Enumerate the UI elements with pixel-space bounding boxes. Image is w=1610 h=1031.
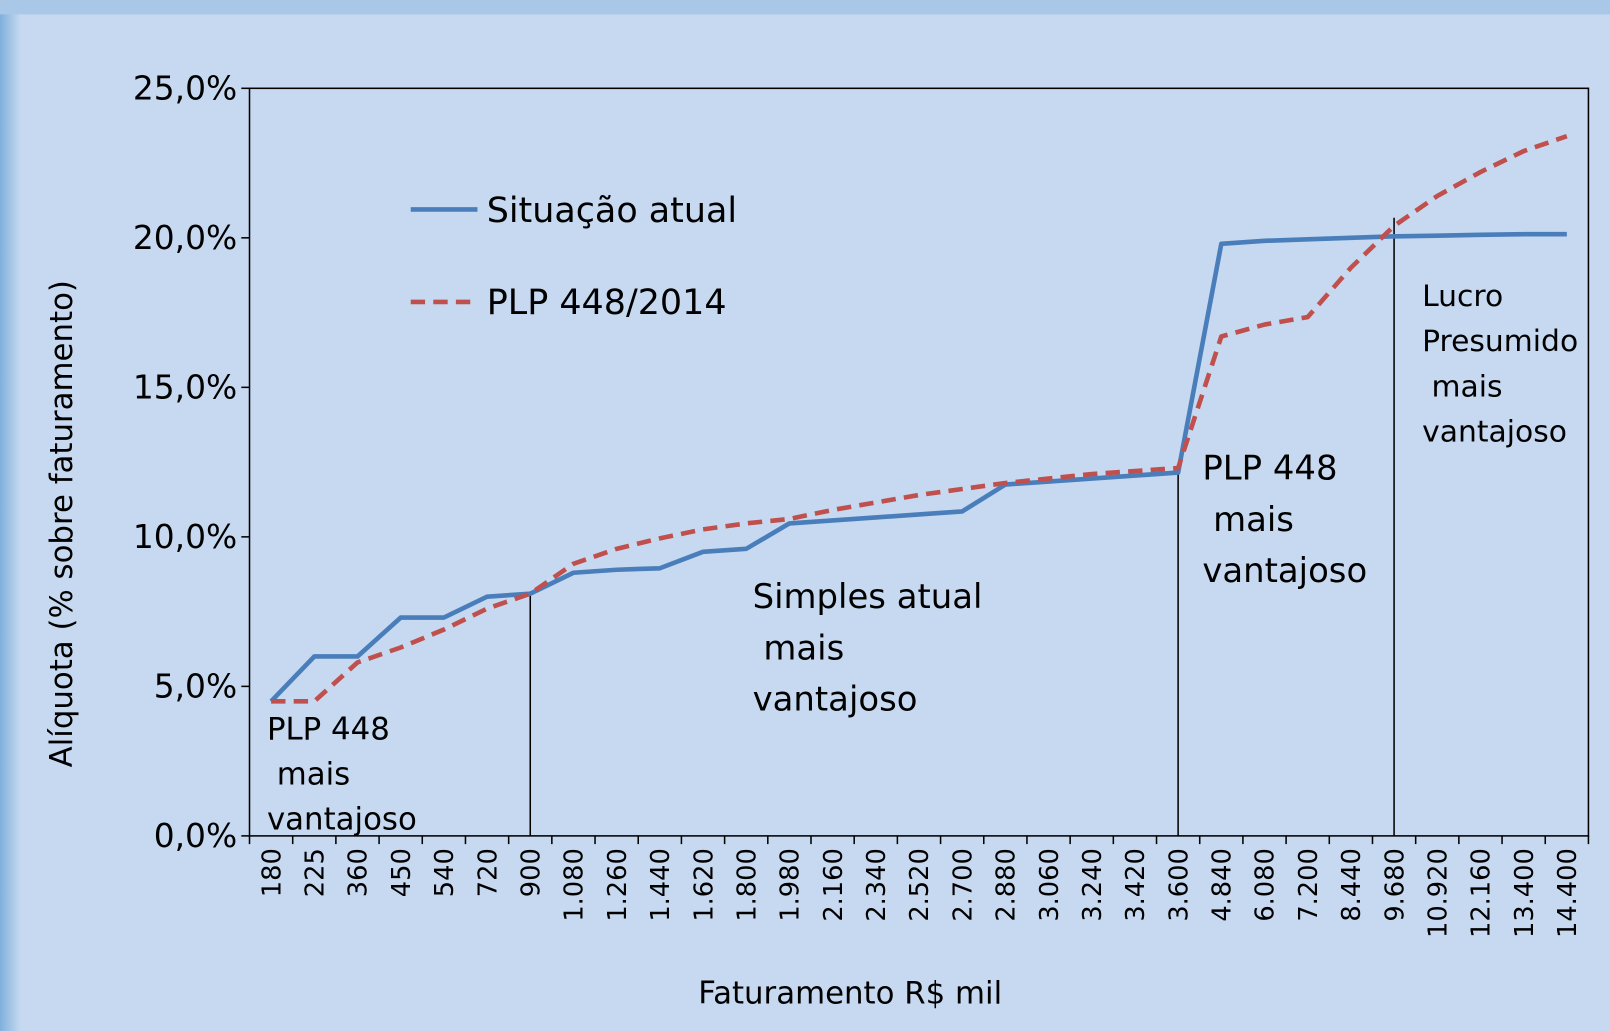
annotation: PLP 448 — [267, 711, 390, 747]
x-axis-title: Faturamento R$ mil — [698, 975, 1002, 1011]
x-tick-label: 1.800 — [732, 848, 762, 921]
annotation: Simples atual — [753, 577, 983, 616]
x-tick-label: 450 — [387, 848, 417, 897]
x-tick-label: 225 — [301, 848, 331, 897]
series-line — [271, 133, 1568, 704]
x-tick-label: 3.420 — [1121, 848, 1151, 921]
annotation: mais — [753, 628, 845, 667]
top-band — [0, 0, 1610, 15]
legend-label: Situação atual — [487, 191, 737, 231]
x-tick-label: 3.600 — [1164, 848, 1194, 921]
annotation: vantajoso — [1422, 415, 1567, 450]
y-tick-label: 0,0% — [154, 817, 237, 855]
annotation: mais — [267, 757, 350, 793]
x-tick-label: 8.440 — [1337, 848, 1367, 921]
annotation: Presumido — [1422, 324, 1578, 359]
x-tick-label: 4.840 — [1208, 848, 1238, 921]
annotation: vantajoso — [1202, 551, 1367, 590]
y-axis-title: Alíquota (% sobre faturamento) — [44, 280, 80, 767]
x-tick-label: 2.520 — [905, 848, 935, 921]
y-tick-label: 10,0% — [133, 518, 237, 556]
series-line — [269, 231, 1567, 703]
x-tick-label: 720 — [473, 848, 503, 897]
x-tick-label: 180 — [257, 848, 287, 897]
x-tick-label: 1.080 — [560, 848, 590, 921]
annotation: mais — [1422, 369, 1502, 404]
y-tick-label: 5,0% — [154, 668, 237, 706]
x-tick-label: 12.160 — [1467, 848, 1497, 938]
annotation: vantajoso — [753, 680, 918, 719]
annotation: mais — [1202, 500, 1294, 539]
plot-frame — [248, 87, 1590, 837]
x-tick-label: 900 — [516, 848, 546, 897]
x-tick-label: 540 — [430, 848, 460, 897]
y-tick-label: 15,0% — [133, 369, 237, 407]
legend-label: PLP 448/2014 — [487, 283, 727, 323]
edge-decoration — [0, 0, 21, 1031]
y-tick-label: 25,0% — [133, 70, 237, 108]
annotation: vantajoso — [267, 802, 417, 838]
x-tick-label: 3.060 — [1035, 848, 1065, 921]
x-tick-label: 1.440 — [646, 848, 676, 921]
x-tick-label: 2.160 — [819, 848, 849, 921]
y-tick-label: 20,0% — [133, 219, 237, 257]
x-tick-label: 7.200 — [1294, 848, 1324, 921]
x-tick-label: 9.680 — [1380, 848, 1410, 921]
annotation: Lucro — [1422, 279, 1503, 314]
x-tick-label: 1.980 — [776, 848, 806, 921]
x-tick-label: 3.240 — [1078, 848, 1108, 921]
x-tick-label: 13.400 — [1510, 848, 1540, 938]
x-tick-label: 1.620 — [689, 848, 719, 921]
x-tick-label: 2.880 — [992, 848, 1022, 921]
annotation: PLP 448 — [1202, 449, 1337, 488]
x-tick-label: 6.080 — [1251, 848, 1281, 921]
x-tick-label: 14.400 — [1553, 848, 1583, 938]
x-tick-label: 2.340 — [862, 848, 892, 921]
x-tick-label: 2.700 — [948, 848, 978, 921]
x-tick-label: 10.920 — [1424, 848, 1454, 938]
x-tick-label: 1.260 — [603, 848, 633, 921]
x-tick-label: 360 — [344, 848, 374, 897]
